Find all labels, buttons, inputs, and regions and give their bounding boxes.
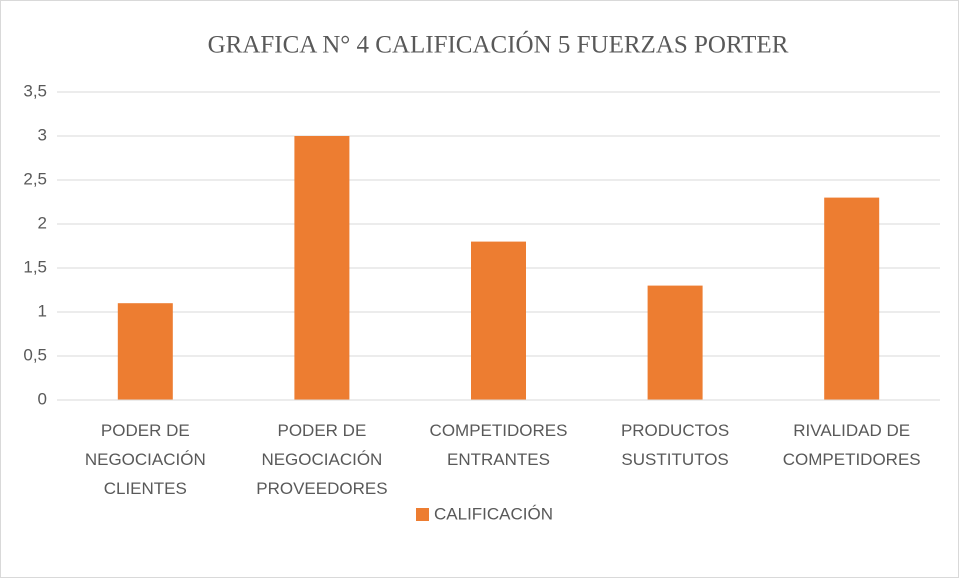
y-tick-label: 2,5 <box>23 169 47 188</box>
chart-title: GRAFICA N° 4 CALIFICACIÓN 5 FUERZAS PORT… <box>208 31 789 59</box>
bar <box>471 241 526 400</box>
y-tick-label: 0 <box>38 389 47 408</box>
legend-swatch <box>416 508 429 521</box>
x-tick-label-box: PRODUCTOS SUSTITUTOS <box>620 421 730 469</box>
bar <box>294 136 350 400</box>
x-tick-label-box: RIVALIDAD DE COMPETIDORES <box>782 421 921 469</box>
x-tick-label: COMPETIDORES ENTRANTES <box>429 421 568 469</box>
y-tick-label: 3 <box>38 125 47 144</box>
bar <box>117 303 173 400</box>
x-tick-label: PODER DE NEGOCIACIÓN PROVEEDORES <box>256 421 388 498</box>
x-tick-label-box: PODER DE NEGOCIACIÓN CLIENTES <box>84 421 206 498</box>
x-tick-label-box: COMPETIDORES ENTRANTES <box>429 421 568 469</box>
y-tick-label: 3,5 <box>23 81 47 100</box>
bar <box>647 285 703 400</box>
y-tick-label: 0,5 <box>23 345 47 364</box>
x-tick-label-box: PODER DE NEGOCIACIÓN PROVEEDORES <box>256 421 388 498</box>
bar <box>824 197 880 400</box>
x-tick-label: PODER DE NEGOCIACIÓN CLIENTES <box>84 421 206 498</box>
legend-label: CALIFICACIÓN <box>434 504 553 523</box>
y-tick-label: 2 <box>38 213 47 232</box>
x-tick-label: RIVALIDAD DE COMPETIDORES <box>782 421 921 469</box>
y-tick-label: 1,5 <box>23 257 47 276</box>
y-tick-label: 1 <box>38 301 47 320</box>
x-tick-label: PRODUCTOS SUSTITUTOS <box>620 421 730 469</box>
